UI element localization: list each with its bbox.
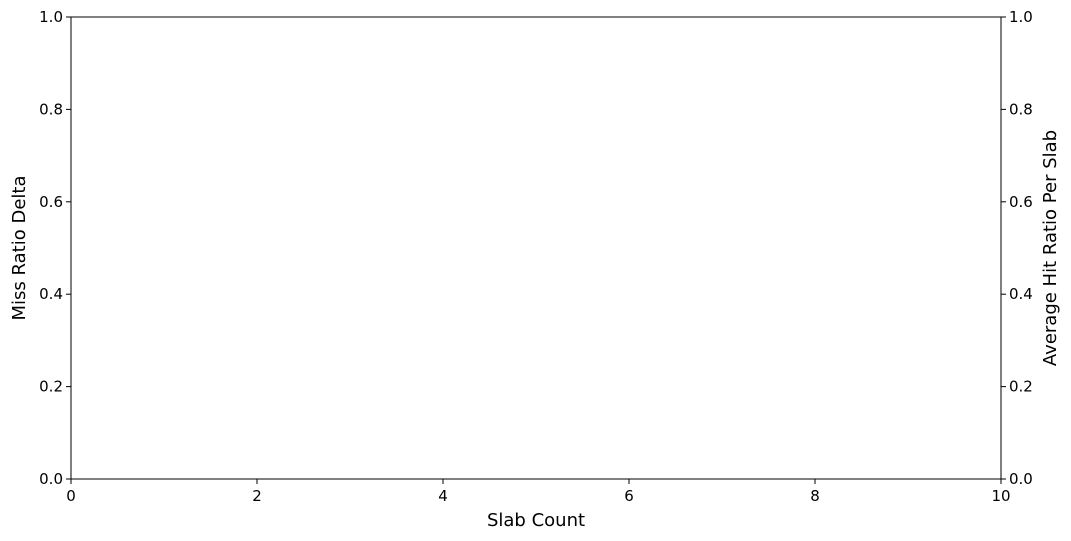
x-tick-label: 2 bbox=[252, 487, 262, 505]
y-axis-left: 0.0 0.2 0.4 0.6 0.8 1.0 bbox=[39, 8, 71, 488]
y2-tick-label: 0.4 bbox=[1009, 285, 1033, 303]
y2-tick-label: 0.0 bbox=[1009, 470, 1033, 488]
y2-tick-label: 0.8 bbox=[1009, 100, 1033, 118]
x-tick-label: 0 bbox=[66, 487, 76, 505]
x-tick-label: 4 bbox=[438, 487, 448, 505]
x-axis-label: Slab Count bbox=[487, 510, 585, 531]
y-tick-label: 0.0 bbox=[39, 470, 63, 488]
plot-area bbox=[70, 16, 1002, 480]
y-axis-right: 0.0 0.2 0.4 0.6 0.8 1.0 bbox=[1001, 8, 1033, 488]
y-tick-label: 1.0 bbox=[39, 8, 63, 26]
x-axis: 0 2 4 6 8 10 bbox=[66, 479, 1011, 505]
y-tick-label: 0.2 bbox=[39, 378, 63, 396]
y-tick-label: 0.4 bbox=[39, 285, 63, 303]
x-tick-label: 10 bbox=[991, 487, 1010, 505]
y-tick-label: 0.6 bbox=[39, 193, 63, 211]
y-axis-right-label: Average Hit Ratio Per Slab bbox=[1040, 130, 1061, 366]
y2-tick-label: 1.0 bbox=[1009, 8, 1033, 26]
y2-tick-label: 0.2 bbox=[1009, 378, 1033, 396]
x-tick-label: 6 bbox=[624, 487, 634, 505]
y2-tick-label: 0.6 bbox=[1009, 193, 1033, 211]
y-axis-left-label: Miss Ratio Delta bbox=[9, 176, 30, 321]
y-tick-label: 0.8 bbox=[39, 100, 63, 118]
x-tick-label: 8 bbox=[810, 487, 820, 505]
